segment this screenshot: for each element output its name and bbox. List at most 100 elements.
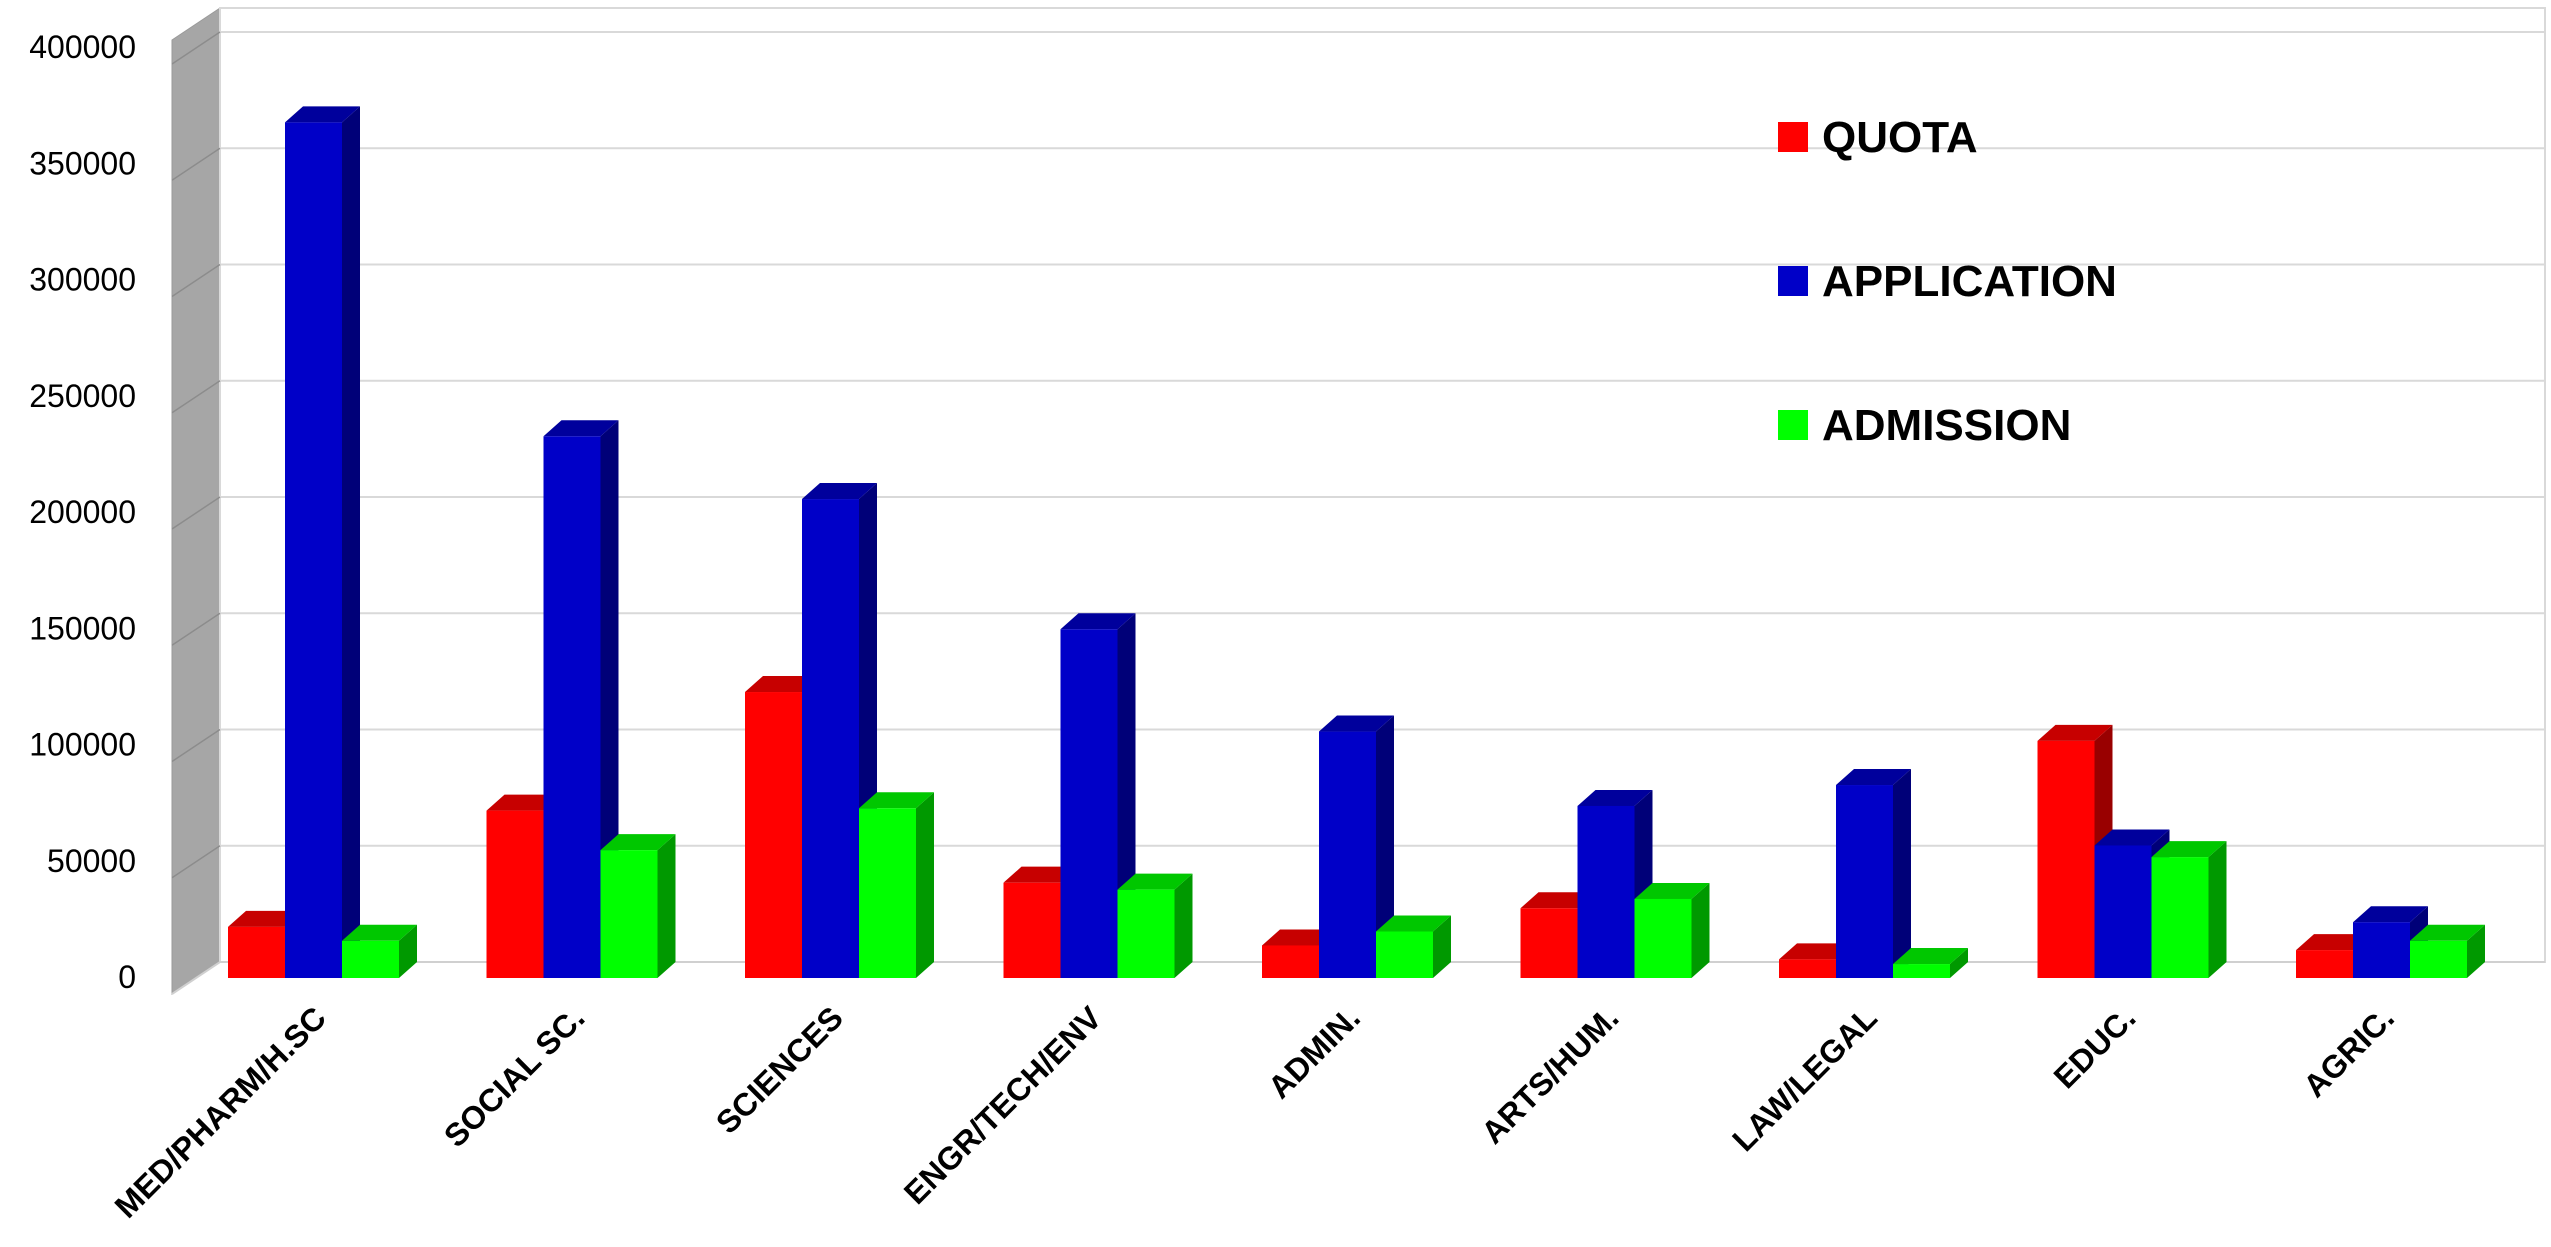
bar-top-face: [2353, 906, 2428, 923]
y-axis-tick-labels: 0 50000 100000 150000 200000 250000 300000 3500…: [29, 29, 136, 995]
bar: [1376, 915, 1451, 978]
bar-front-face: [1117, 889, 1175, 978]
y-tick-label: 250000: [29, 378, 136, 414]
bar-top-face: [600, 834, 676, 851]
bar-front-face: [745, 692, 802, 978]
bar-front-face: [859, 808, 916, 978]
bar-side-face: [1950, 948, 1968, 978]
bar-side-face: [1893, 769, 1911, 978]
legend-item: ADMISSION: [1778, 401, 2071, 450]
bar-top-face: [802, 483, 877, 500]
bar-top-face: [1836, 769, 1911, 786]
y-tick-label: 150000: [29, 610, 136, 646]
bar-front-face: [2094, 845, 2152, 978]
bar: [342, 924, 417, 978]
bar: [543, 420, 619, 978]
bar-top-face: [1376, 915, 1451, 932]
legend-swatch: [1778, 122, 1808, 152]
bar-side-face: [342, 106, 360, 978]
bar-front-face: [2151, 857, 2209, 978]
bar-top-face: [1003, 866, 1079, 883]
bar: [1893, 948, 1968, 978]
bar-front-face: [1836, 785, 1893, 978]
x-category-label: EDUC.: [2047, 999, 2143, 1095]
bar-front-face: [600, 850, 658, 978]
bar-top-face: [1319, 715, 1394, 732]
bar-front-face: [342, 940, 399, 978]
bar-side-face: [916, 792, 934, 978]
bar-top-face: [2037, 724, 2113, 741]
x-category-label: ADMIN.: [1261, 999, 1367, 1105]
bar-top-face: [1779, 943, 1854, 960]
bar-top-face: [1117, 873, 1193, 890]
bar: [1117, 873, 1193, 978]
bar-group: [1520, 789, 1710, 978]
x-category-label: AGRIC.: [2296, 999, 2401, 1104]
bar-front-face: [1003, 882, 1061, 978]
bar: [600, 834, 676, 978]
bar-top-face: [1060, 613, 1136, 630]
bar-top-face: [342, 924, 417, 941]
bar-front-face: [1893, 964, 1950, 978]
bar-front-face: [1577, 805, 1635, 978]
bar-front-face: [1262, 945, 1319, 978]
x-category-label: ARTS/HUM.: [1474, 999, 1625, 1150]
bar-side-face: [399, 924, 417, 978]
bar-top-face: [1893, 948, 1968, 965]
x-category-label: MED/PHARM/H.SC: [108, 999, 333, 1224]
x-category-label: ENGR/TECH/ENV: [897, 999, 1109, 1211]
side-gridline: [171, 380, 221, 414]
bar-side-face: [2467, 924, 2485, 978]
bar-top-face: [2151, 841, 2227, 858]
bar-side-face: [1433, 915, 1451, 978]
bar: [1634, 882, 1710, 978]
bar-side-face: [1174, 873, 1193, 978]
bar-top-face: [1634, 882, 1710, 899]
legend-item: QUOTA: [1778, 113, 1978, 162]
x-axis-category-labels: MED/PHARM/H.SC SOCIAL SC. SCIENCES ENGR/TEC…: [108, 999, 2401, 1225]
bar-group: [228, 106, 417, 978]
bars: [228, 106, 2485, 978]
bar-group: [486, 420, 676, 978]
side-gridline: [171, 845, 221, 879]
bar-front-face: [1779, 959, 1836, 978]
y-tick-label: 400000: [29, 29, 136, 65]
side-gridline: [171, 612, 221, 646]
bar: [1836, 769, 1911, 978]
bar-top-face: [543, 420, 619, 437]
bar-group: [1003, 613, 1193, 978]
bar-top-face: [486, 794, 562, 811]
bar-top-face: [2094, 829, 2170, 846]
bar-top-face: [2410, 924, 2485, 941]
bar-top-face: [1520, 892, 1596, 909]
bar-side-face: [657, 834, 676, 978]
bar-front-face: [1520, 908, 1578, 978]
bar-side-face: [2208, 841, 2227, 978]
bar-group: [745, 483, 934, 978]
x-category-label: SCIENCES: [709, 999, 850, 1140]
side-gridline: [171, 263, 221, 298]
y-tick-label: 100000: [29, 727, 136, 763]
legend-item: APPLICATION: [1778, 257, 2117, 306]
legend-swatch: [1778, 266, 1808, 296]
bar-group: [2037, 724, 2227, 978]
legend-label: APPLICATION: [1822, 257, 2117, 306]
chart-floor: [171, 961, 2545, 995]
x-category-label: LAW/LEGAL: [1725, 999, 1884, 1158]
y-tick-label: 50000: [47, 843, 136, 879]
bar-front-face: [1319, 731, 1376, 978]
y-tick-label: 300000: [29, 262, 136, 298]
bar: [285, 106, 360, 978]
y-tick-label: 350000: [29, 145, 136, 181]
bar-front-face: [1634, 898, 1692, 978]
side-gridline: [171, 728, 221, 763]
bar-front-face: [802, 499, 859, 978]
legend-label: ADMISSION: [1822, 401, 2071, 450]
side-gridline: [171, 496, 221, 530]
bar: [2151, 841, 2227, 978]
bar-top-face: [285, 106, 360, 123]
bar-front-face: [228, 926, 285, 978]
legend-swatch: [1778, 410, 1808, 440]
side-gridline: [171, 31, 221, 65]
